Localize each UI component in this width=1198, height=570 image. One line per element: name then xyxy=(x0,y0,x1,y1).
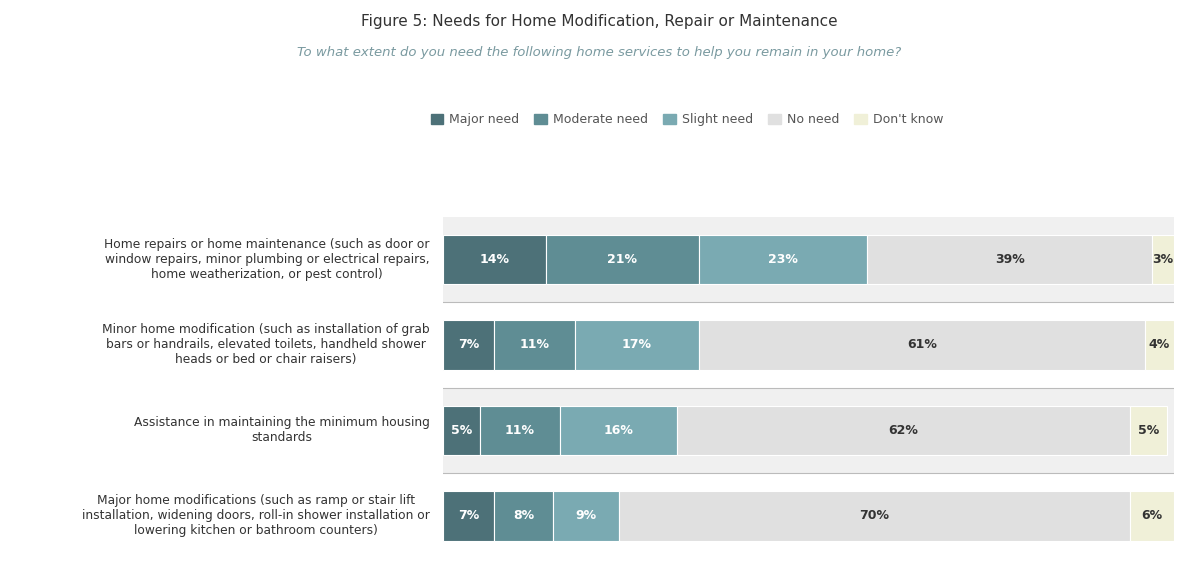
Text: Figure 5: Needs for Home Modification, Repair or Maintenance: Figure 5: Needs for Home Modification, R… xyxy=(361,14,837,29)
Text: To what extent do you need the following home services to help you remain in you: To what extent do you need the following… xyxy=(297,46,901,59)
Bar xyxy=(443,491,1174,540)
Text: 5%: 5% xyxy=(450,424,472,437)
Text: Minor home modification (such as installation of grab
bars or handrails, elevate: Minor home modification (such as install… xyxy=(102,323,430,367)
Bar xyxy=(443,235,1174,284)
Text: 14%: 14% xyxy=(479,253,509,266)
Text: 23%: 23% xyxy=(768,253,798,266)
Bar xyxy=(1145,320,1174,370)
Bar xyxy=(495,491,552,540)
Text: Assistance in maintaining the minimum housing
standards: Assistance in maintaining the minimum ho… xyxy=(134,416,430,445)
Bar xyxy=(1130,491,1174,540)
Bar xyxy=(443,473,1174,559)
Text: 4%: 4% xyxy=(1149,339,1170,351)
Text: 7%: 7% xyxy=(458,339,479,351)
Text: 70%: 70% xyxy=(859,510,889,522)
Text: 8%: 8% xyxy=(513,510,534,522)
Bar xyxy=(700,235,867,284)
Bar xyxy=(618,491,1130,540)
Bar xyxy=(443,320,495,370)
Legend: Major need, Moderate need, Slight need, No need, Don't know: Major need, Moderate need, Slight need, … xyxy=(425,108,949,131)
Bar xyxy=(575,320,700,370)
Text: 9%: 9% xyxy=(575,510,597,522)
Text: 39%: 39% xyxy=(994,253,1024,266)
Text: 21%: 21% xyxy=(607,253,637,266)
Bar xyxy=(1152,235,1174,284)
Bar xyxy=(479,406,561,455)
Text: Home repairs or home maintenance (such as door or
window repairs, minor plumbing: Home repairs or home maintenance (such a… xyxy=(104,238,430,281)
Bar xyxy=(443,302,1174,388)
Bar xyxy=(677,406,1130,455)
Bar xyxy=(495,320,575,370)
Bar xyxy=(561,406,677,455)
Text: Major home modifications (such as ramp or stair lift
installation, widening door: Major home modifications (such as ramp o… xyxy=(83,494,430,538)
Text: 11%: 11% xyxy=(520,339,550,351)
Bar xyxy=(443,388,1174,473)
Text: 3%: 3% xyxy=(1152,253,1174,266)
Bar xyxy=(443,406,479,455)
Bar xyxy=(545,235,700,284)
Text: 16%: 16% xyxy=(604,424,634,437)
Bar xyxy=(867,235,1152,284)
Text: 62%: 62% xyxy=(889,424,919,437)
Bar xyxy=(443,491,495,540)
Text: 11%: 11% xyxy=(506,424,536,437)
Bar xyxy=(1130,406,1167,455)
Text: 7%: 7% xyxy=(458,510,479,522)
Text: 17%: 17% xyxy=(622,339,652,351)
Text: 5%: 5% xyxy=(1138,424,1160,437)
Bar xyxy=(443,406,1174,455)
Text: 61%: 61% xyxy=(907,339,937,351)
Bar xyxy=(443,235,545,284)
Text: 6%: 6% xyxy=(1142,510,1163,522)
Bar xyxy=(700,320,1145,370)
Bar xyxy=(443,217,1174,302)
Bar xyxy=(443,320,1174,370)
Bar xyxy=(552,491,618,540)
